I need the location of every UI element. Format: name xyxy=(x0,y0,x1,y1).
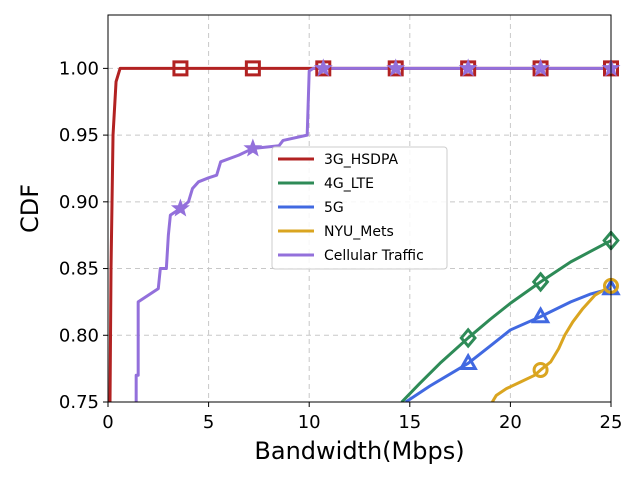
legend-label-cellular-traffic: Cellular Traffic xyxy=(324,248,424,264)
x-tick-label: 10 xyxy=(298,412,321,433)
tick-layer: 0 5 10 15 20 25 0.75 0.80 0.85 0.90 0.95 1.00 xyxy=(59,58,623,433)
legend-label-3g-hsdpa: 3G_HSDPA xyxy=(324,152,398,168)
x-tick-label: 5 xyxy=(203,412,214,433)
plot-frame xyxy=(107,14,612,403)
legend-label-5g: 5G xyxy=(324,200,344,216)
series-line-5g xyxy=(404,287,611,402)
marker-cellular-traffic xyxy=(458,58,478,77)
legend-label-4g-lte: 4G_LTE xyxy=(324,176,374,192)
marker-4g-lte xyxy=(531,271,550,293)
marker-cellular-traffic xyxy=(170,198,190,217)
x-axis-label: Bandwidth(Mbps) xyxy=(254,437,464,465)
legend-box xyxy=(271,146,448,270)
marker-4g-lte xyxy=(459,327,477,349)
y-axis-label: CDF xyxy=(16,184,44,233)
y-tick-label: 0.80 xyxy=(59,325,99,346)
legend-label-nyu-mets: NYU_Mets xyxy=(324,224,394,240)
marker-cellular-traffic xyxy=(531,58,551,77)
series-line-cellular-traffic xyxy=(134,66,611,402)
series-layer xyxy=(108,66,611,402)
x-tick-label: 20 xyxy=(499,412,522,433)
y-tick-label: 0.90 xyxy=(59,192,99,213)
series-line-4g-lte xyxy=(400,239,611,402)
marker-3g-hsdpa xyxy=(172,60,189,77)
legend: 3G_HSDPA 4G_LTE 5G NYU_Mets Cellular Traffic xyxy=(271,146,448,270)
y-tick-label: 0.85 xyxy=(59,259,99,280)
marker-3g-hsdpa xyxy=(244,60,261,77)
marker-cellular-traffic xyxy=(313,58,333,77)
y-tick-label: 0.75 xyxy=(59,392,99,413)
y-tick-label: 1.00 xyxy=(59,58,99,79)
marker-nyu-mets xyxy=(532,361,549,378)
marker-5g xyxy=(458,352,478,370)
marker-5g xyxy=(530,306,551,324)
marker-cellular-traffic xyxy=(386,58,406,77)
x-tick-label: 0 xyxy=(102,412,113,433)
series-line-3g-hsdpa xyxy=(108,66,611,402)
y-tick-label: 0.95 xyxy=(59,125,99,146)
marker-cellular-traffic xyxy=(243,138,263,157)
series-line-nyu-mets xyxy=(491,284,611,402)
x-tick-label: 25 xyxy=(600,412,623,433)
x-tick-label: 15 xyxy=(398,412,421,433)
